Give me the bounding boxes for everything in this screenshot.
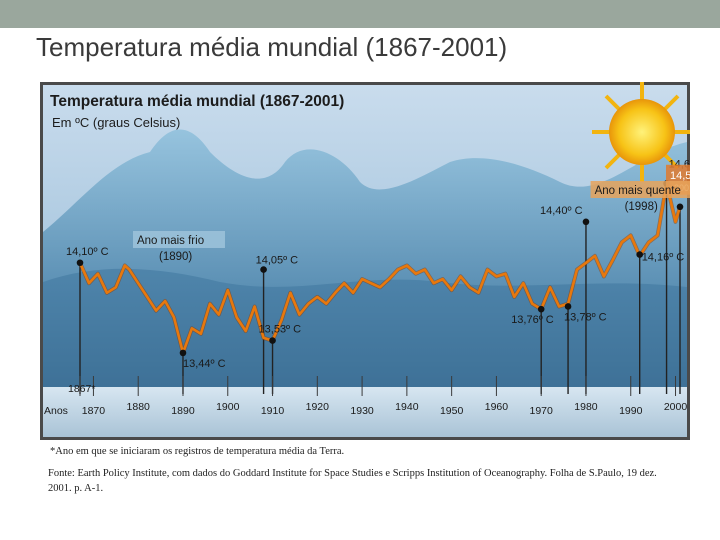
chart-title: Temperatura média mundial (1867-2001) [50,93,344,110]
temperature-line [78,182,682,355]
annotation-dot [76,259,84,267]
x-tick-label: 1980 [574,401,598,413]
callout-box [132,231,225,248]
x-tick-label: 1940 [395,401,419,413]
x-tick-label: 1930 [350,405,374,417]
annotation-label: 14,05º C [256,255,299,267]
footnote: *Ano em que se iniciaram os registros de… [50,446,345,457]
water-band [43,387,687,437]
callout-year: (1890) [159,251,192,263]
x-tick-label: 1920 [306,401,330,413]
annotation-labels: 14,10º C 13,44º C 13,53º C 14,05º C 13,76º C… [66,159,690,370]
callout-box [590,181,690,198]
x-tick-label: 1960 [485,401,509,413]
x-axis: 1867* 1870 1880 1890 1900 1910 1920 1930 1940 195… [44,376,687,417]
chart-heading: Temperatura média mundial (1867-2001) Em… [50,93,344,130]
x-axis-label: Anos [44,405,68,417]
annotation-label: 13,78º C [564,311,607,323]
chart-subtitle: Em ºC (graus Celsius) [52,115,180,130]
x-tick-label: 1910 [261,405,285,417]
annotation-dot [269,337,276,344]
x-tick-label: 1867* [68,383,95,395]
callout-title: Ano mais frio [137,235,204,247]
x-tick-label: 1950 [440,405,464,417]
x-tick-label: 2000 [664,401,688,413]
annotation-label: 14,10º C [66,246,109,258]
annotation-label: 13,76º C [511,314,554,326]
annotation-dot [537,305,545,313]
x-tick-label: 1880 [127,401,151,413]
series-layer [76,180,684,357]
slide-top-bar [0,0,720,28]
iceberg-shadow [43,268,687,392]
annotation-dot [564,303,572,310]
annotation-dot [636,251,644,258]
x-tick-label: 1990 [619,405,643,417]
x-tick-label: 1970 [530,405,554,417]
x-tick-label: 1870 [82,405,106,417]
x-tick-label: 1890 [171,405,195,417]
annotation-label: 13,53º C [259,324,302,336]
chart-figure: Temperatura média mundial (1867-2001) Em… [40,82,690,440]
temperature-chart: Temperatura média mundial (1867-2001) Em… [40,82,690,440]
annotation-label: 14,40º C [540,205,583,217]
annotation-dot [179,349,187,357]
annotation-label: 14,51º C [670,170,690,182]
callout-title: Ano mais quente [595,185,681,197]
annotation-dot [260,266,267,273]
sun-icon [592,82,690,182]
slide-title: Temperatura média mundial (1867-2001) [36,32,508,62]
callout-year: (1998) [625,201,658,213]
annotation-dot [676,203,684,211]
source-credit: Fonte: Earth Policy Institute, com dados… [48,468,657,494]
annotation-label: 14,16º C [642,252,685,264]
annotation-label: 13,44º C [183,358,226,370]
annotation-dot [582,218,590,226]
x-tick-label: 1900 [216,401,240,413]
